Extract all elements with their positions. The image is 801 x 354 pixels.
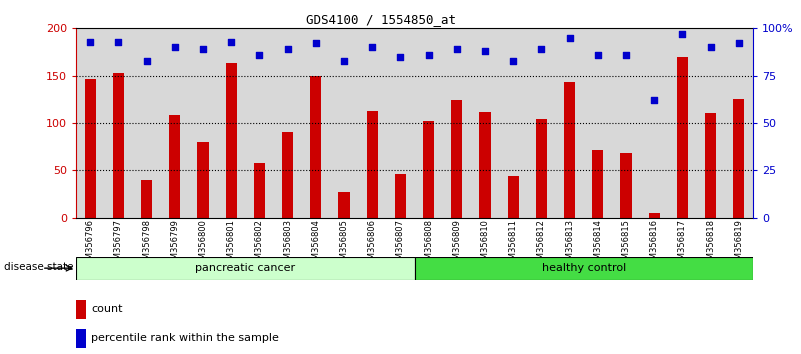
Bar [76, 329, 87, 348]
Bar [556, 28, 584, 218]
Bar [273, 28, 302, 218]
Bar [479, 112, 491, 218]
Bar [592, 149, 603, 218]
Bar [76, 300, 87, 319]
Bar [310, 76, 321, 218]
Bar [668, 28, 697, 218]
Bar [367, 111, 378, 218]
Point [84, 39, 97, 44]
Bar [169, 115, 180, 218]
Bar [705, 113, 716, 218]
Text: count: count [91, 304, 123, 314]
Point [422, 52, 435, 58]
Bar [104, 28, 132, 218]
Bar [189, 28, 217, 218]
Bar [282, 132, 293, 218]
Point [563, 35, 576, 41]
Bar [161, 28, 189, 218]
Bar [423, 121, 434, 218]
Bar [386, 28, 414, 218]
Bar [584, 28, 612, 218]
Bar [564, 82, 575, 218]
Bar [640, 28, 668, 218]
Bar [254, 163, 265, 218]
Bar [508, 176, 519, 218]
Point [620, 52, 633, 58]
Point [253, 52, 266, 58]
Bar [76, 28, 104, 218]
Bar [471, 28, 499, 218]
Point [225, 39, 238, 44]
Bar [527, 28, 556, 218]
Point [309, 41, 322, 46]
Bar [358, 28, 386, 218]
Bar [338, 192, 350, 218]
Point [366, 45, 379, 50]
Bar [621, 153, 632, 218]
Text: pancreatic cancer: pancreatic cancer [195, 263, 296, 273]
Point [479, 48, 492, 54]
Title: GDS4100 / 1554850_at: GDS4100 / 1554850_at [306, 13, 456, 26]
Bar [113, 73, 124, 218]
Bar [536, 119, 547, 218]
Point [281, 46, 294, 52]
Point [648, 97, 661, 103]
Bar [132, 28, 161, 218]
Bar [245, 28, 273, 218]
Point [337, 58, 350, 63]
Point [507, 58, 520, 63]
Bar [85, 79, 96, 218]
Bar [217, 28, 245, 218]
Bar [415, 257, 753, 280]
Bar [443, 28, 471, 218]
Point [140, 58, 153, 63]
Bar [302, 28, 330, 218]
Bar [499, 28, 527, 218]
Point [704, 45, 717, 50]
Bar [330, 28, 358, 218]
Point [450, 46, 463, 52]
Point [591, 52, 604, 58]
Bar [76, 257, 415, 280]
Point [168, 45, 181, 50]
Bar [141, 180, 152, 218]
Bar [733, 99, 744, 218]
Bar [677, 57, 688, 218]
Point [676, 31, 689, 37]
Bar [451, 100, 462, 218]
Point [535, 46, 548, 52]
Bar [697, 28, 725, 218]
Text: healthy control: healthy control [541, 263, 626, 273]
Point [394, 54, 407, 59]
Point [196, 46, 209, 52]
Bar [197, 142, 208, 218]
Bar [395, 174, 406, 218]
Text: percentile rank within the sample: percentile rank within the sample [91, 333, 280, 343]
Text: disease state: disease state [4, 262, 74, 272]
Point [112, 39, 125, 44]
Bar [415, 28, 443, 218]
Bar [612, 28, 640, 218]
Point [732, 41, 745, 46]
Bar [725, 28, 753, 218]
Bar [649, 213, 660, 218]
Bar [226, 63, 237, 218]
